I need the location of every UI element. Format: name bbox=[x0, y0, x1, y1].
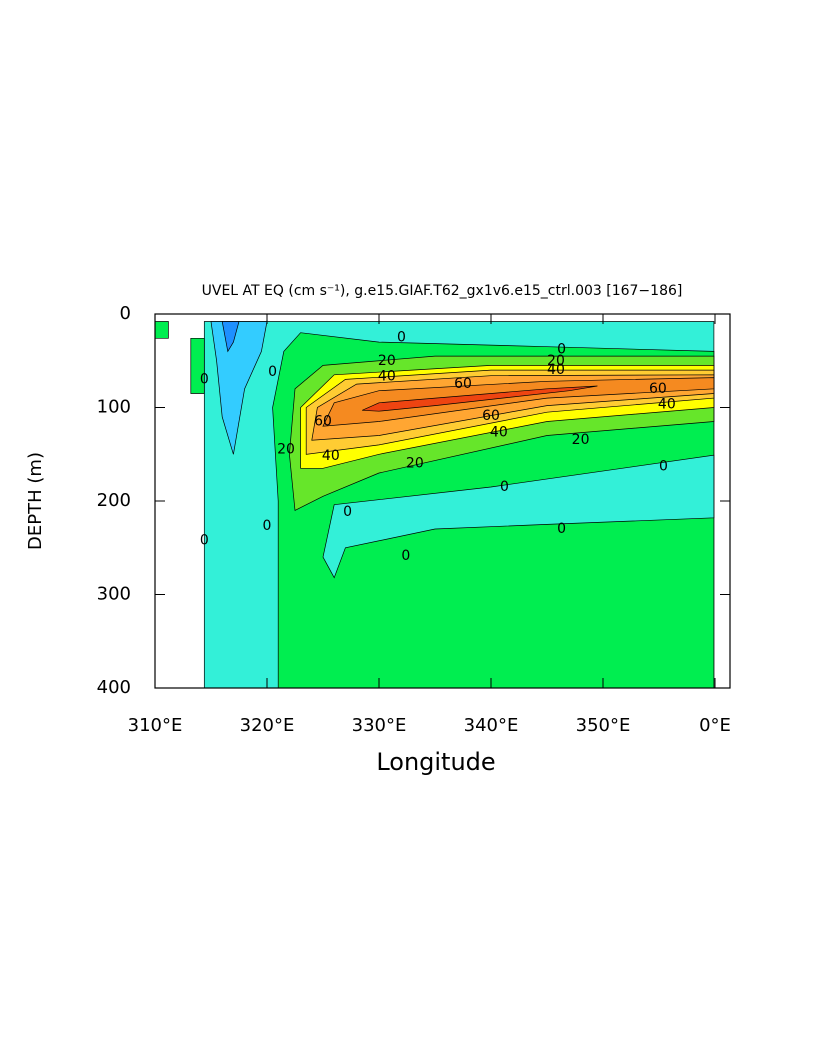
contour-label: 20 bbox=[572, 432, 590, 448]
y-axis-label: DEPTH (m) bbox=[25, 452, 46, 550]
contour-region bbox=[221, 321, 240, 353]
contour-region bbox=[190, 337, 205, 394]
x-tick-label: 340°E bbox=[464, 715, 519, 736]
contour-label: 20 bbox=[277, 442, 295, 458]
contour-region bbox=[155, 321, 169, 339]
contour-label: 0 bbox=[500, 479, 509, 495]
contour-label: 60 bbox=[454, 376, 472, 392]
x-tick-label: 0°E bbox=[699, 715, 731, 736]
contour-label: 0 bbox=[557, 521, 566, 537]
contour-label: 60 bbox=[649, 381, 667, 397]
y-tick-label: 100 bbox=[97, 397, 131, 418]
y-tick-label: 300 bbox=[97, 584, 131, 605]
contour-label: 0 bbox=[200, 371, 209, 387]
x-tick-label: 350°E bbox=[576, 715, 631, 736]
contour-label: 60 bbox=[314, 414, 332, 430]
contour-label: 0 bbox=[200, 532, 209, 548]
contour-label: 0 bbox=[343, 504, 352, 520]
contour-label: 0 bbox=[397, 329, 406, 345]
chart-title: UVEL AT EQ (cm s⁻¹), g.e15.GIAF.T62_gx1v… bbox=[202, 283, 683, 299]
contour-label: 60 bbox=[482, 408, 500, 424]
y-tick-label: 400 bbox=[97, 677, 131, 698]
contour-label: 20 bbox=[378, 353, 396, 369]
x-axis-label: Longitude bbox=[376, 748, 495, 776]
contour-label: 40 bbox=[378, 369, 396, 385]
contour-region bbox=[362, 385, 598, 412]
y-tick-label: 200 bbox=[97, 490, 131, 511]
contour-label: 40 bbox=[322, 448, 340, 464]
contour-label: 20 bbox=[406, 456, 424, 472]
contour-region bbox=[322, 454, 715, 579]
contour-label: 0 bbox=[659, 458, 668, 474]
x-tick-label: 310°E bbox=[128, 715, 183, 736]
contour-label: 20 bbox=[547, 353, 565, 369]
contour-label: 40 bbox=[658, 397, 676, 413]
contour-region bbox=[322, 377, 715, 427]
x-tick-label: 330°E bbox=[352, 715, 407, 736]
contour-label: 0 bbox=[263, 518, 272, 534]
contour-label: 40 bbox=[547, 362, 565, 378]
plot-area bbox=[155, 321, 715, 688]
x-tick-label: 320°E bbox=[240, 715, 295, 736]
contour-label: 0 bbox=[401, 548, 410, 564]
contour-label: 40 bbox=[490, 425, 508, 441]
contour-label: 0 bbox=[557, 342, 566, 358]
y-tick-label: 0 bbox=[120, 303, 131, 324]
contour-region bbox=[210, 321, 268, 455]
contour-label: 0 bbox=[268, 364, 277, 380]
